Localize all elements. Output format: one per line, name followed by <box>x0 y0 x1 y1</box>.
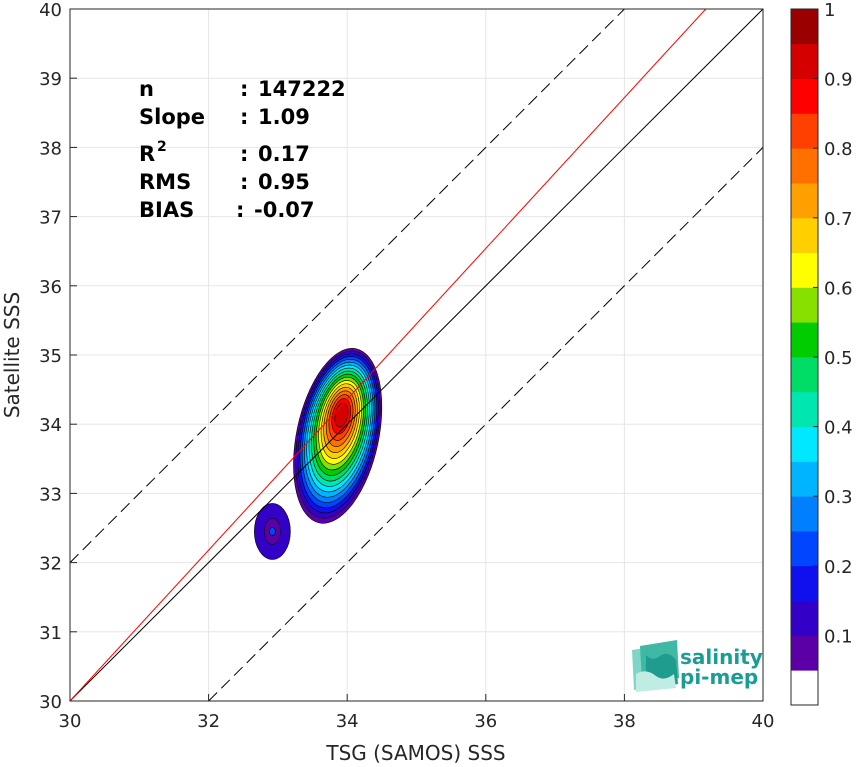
y-tick-label: 36 <box>39 277 62 298</box>
colorbar-segment <box>791 217 818 253</box>
y-tick-label: 32 <box>39 554 62 575</box>
stat-separator: : <box>240 77 248 101</box>
x-axis-label: TSG (SAMOS) SSS <box>325 741 505 765</box>
stat-value: -0.07 <box>254 198 315 222</box>
colorbar-segment <box>791 426 818 462</box>
logo-waves-icon <box>632 640 679 692</box>
colorbar-tick-label: 0.8 <box>824 139 853 160</box>
x-tick-label: 30 <box>59 711 82 732</box>
y-axis-label: Satellite SSS <box>0 292 24 418</box>
upper-bound-line <box>70 9 625 563</box>
logo-text-salinity: salinity <box>680 645 763 669</box>
colorbar-tick-label: 0.4 <box>824 418 853 439</box>
1:1-line <box>70 9 763 701</box>
colorbar-segment <box>791 252 818 288</box>
colorbar-segment <box>791 635 818 671</box>
y-tick-label: 39 <box>39 69 62 90</box>
y-tick-label: 31 <box>39 623 62 644</box>
colorbar-tick-label: 0.7 <box>824 209 853 230</box>
x-tick-label: 38 <box>613 711 636 732</box>
x-tick-label: 36 <box>474 711 497 732</box>
colorbar-tick-label: 0.6 <box>824 278 853 299</box>
y-tick-label: 35 <box>39 346 62 367</box>
y-tick-label: 30 <box>39 692 62 713</box>
stat-key: BIAS <box>139 198 194 222</box>
stat-value: 147222 <box>258 77 346 101</box>
colorbar-tick-label: 0.9 <box>824 70 853 91</box>
colorbar-tick-label: 1 <box>824 0 835 21</box>
y-tick-label: 38 <box>39 138 62 159</box>
colorbar-segment <box>791 183 818 219</box>
stat-value: 0.17 <box>258 142 310 166</box>
stat-value: 0.95 <box>258 170 310 194</box>
colorbar-segment <box>791 531 818 567</box>
colorbar-segment <box>791 670 818 706</box>
regression-line <box>70 9 707 701</box>
stat-key: Slope <box>139 105 205 129</box>
x-tick-label: 34 <box>336 711 359 732</box>
x-tick-label: 40 <box>752 711 775 732</box>
stat-key: RMS <box>139 170 191 194</box>
stat-separator: : <box>240 142 248 166</box>
y-tick-label: 33 <box>39 484 62 505</box>
y-tick-label: 40 <box>39 0 62 21</box>
colorbar-segment <box>791 322 818 358</box>
colorbar-segment <box>791 113 818 149</box>
colorbar-tick-label: 0.2 <box>824 557 853 578</box>
colorbar-segment <box>791 148 818 184</box>
colorbar-segment <box>791 391 818 427</box>
stat-key-superscript: 2 <box>157 139 167 155</box>
stat-separator: : <box>240 105 248 129</box>
colorbar-segment <box>791 496 818 532</box>
colorbar-tick-label: 0.1 <box>824 626 853 647</box>
colorbar-segment <box>791 9 818 45</box>
stat-separator: : <box>240 170 248 194</box>
colorbar-segment <box>791 461 818 497</box>
colorbar-segment <box>791 78 818 114</box>
colorbar-segment <box>791 565 818 601</box>
colorbar-segment <box>791 287 818 323</box>
density-contour-secondary-core <box>269 527 276 536</box>
x-axis-ticks: 30 32 34 36 38 40 <box>59 694 775 732</box>
x-tick-label: 32 <box>197 711 220 732</box>
stat-key: n <box>139 77 154 101</box>
y-tick-label: 34 <box>39 415 62 436</box>
y-tick-label: 37 <box>39 208 62 229</box>
colorbar-tick-label: 0.3 <box>824 487 853 508</box>
stat-separator: : <box>236 198 244 222</box>
stat-key: R <box>139 142 155 166</box>
salinity-pi-mep-logo: salinity pi-mep <box>632 640 763 692</box>
colorbar-tick-label: 0.5 <box>824 348 853 369</box>
reference-lines <box>70 9 763 701</box>
lower-bound-line <box>208 147 763 701</box>
colorbar-segment <box>791 43 818 79</box>
colorbar: 0.1 0.2 0.3 0.4 0.5 0.6 0.7 0.8 0.9 1 <box>790 0 853 706</box>
colorbar-segment <box>791 600 818 636</box>
colorbar-segment <box>791 357 818 393</box>
y-axis-ticks: 30 31 32 33 34 35 36 37 38 39 40 <box>39 0 77 713</box>
stat-value: 1.09 <box>258 105 310 129</box>
logo-text-pi-mep: pi-mep <box>680 665 758 689</box>
